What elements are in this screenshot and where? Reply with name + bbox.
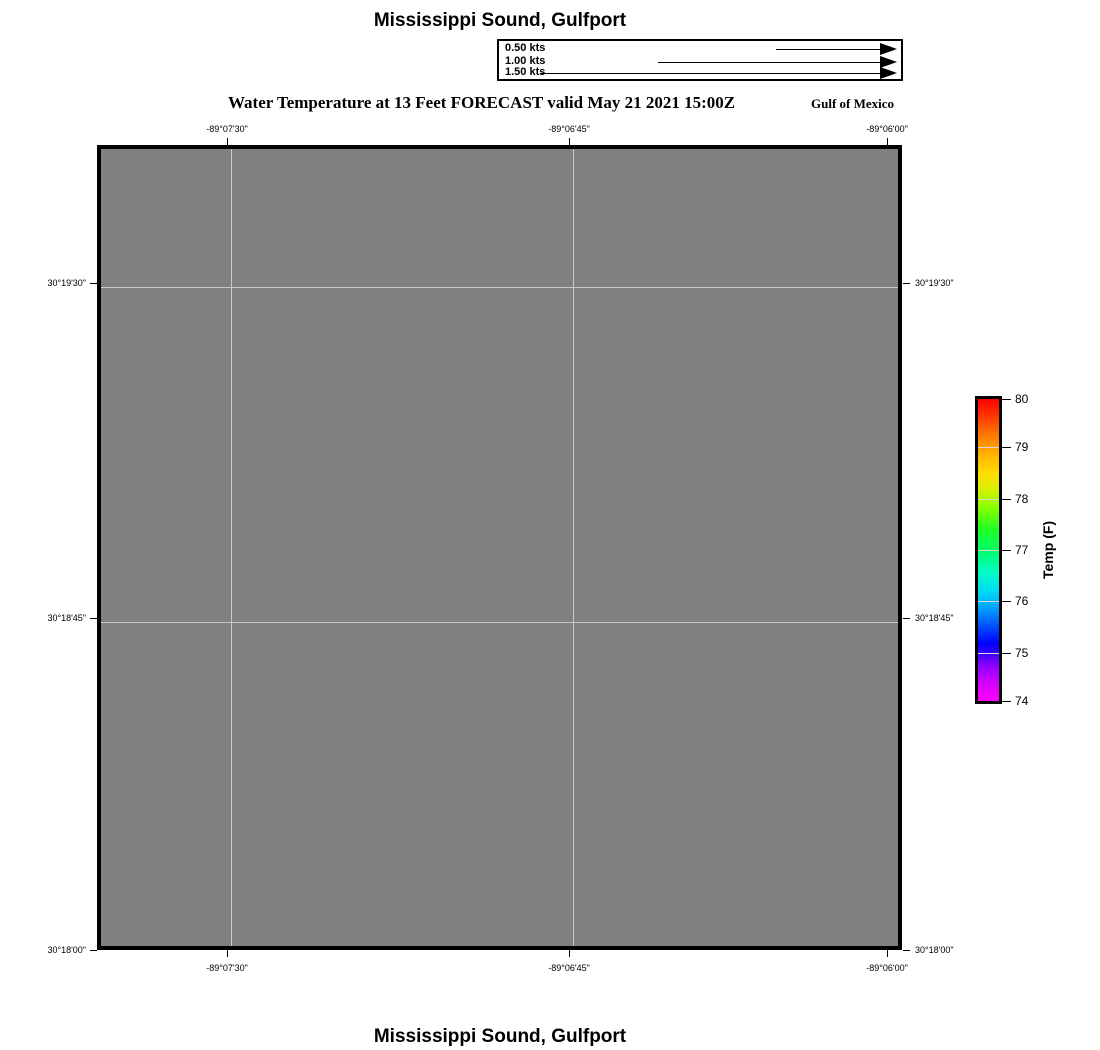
colorbar-tick-75 [1002,653,1011,654]
gridline-lat-30-18-45 [101,622,898,623]
gridline-lon-89-06-45 [573,149,574,946]
colorbar-ticklabel-75: 75 [1015,646,1029,660]
map-panel[interactable] [97,145,902,950]
axis-label-bottom-1: -89°06'45" [548,963,590,973]
page-title-bottom: Mississippi Sound, Gulfport [373,1026,627,1047]
legend-row-0-arrowhead [880,43,897,55]
temperature-colorbar[interactable]: 80 79 78 77 76 75 74 [975,392,1028,708]
colorbar-axis-title: Temp (F) [1040,520,1056,580]
map-raster-area [101,149,898,946]
legend-row-0: 0.50 kts [499,42,901,56]
tick-bottom-1 [569,950,570,957]
tick-top-2 [887,138,888,145]
tick-left-1 [90,618,97,619]
axis-label-left-0: 30°19'30" [47,278,86,288]
axis-label-left-1: 30°18'45" [47,613,86,623]
axis-label-bottom-0: -89°07'30" [206,963,248,973]
colorbar-tick-76 [1002,601,1011,602]
colorbar-inner-tick-77 [978,550,999,551]
colorbar-tick-77 [1002,550,1011,551]
tick-right-1 [903,618,910,619]
colorbar-ticklabel-78: 78 [1015,492,1029,506]
tick-top-0 [227,138,228,145]
axis-label-right-1: 30°18'45" [915,613,954,623]
axis-label-top-1: -89°06'45" [548,124,590,134]
colorbar-tick-80 [1002,399,1011,400]
region-label: Gulf of Mexico [811,96,895,111]
colorbar-ticklabel-79: 79 [1015,440,1029,454]
legend-row-2-shaft [540,73,880,74]
tick-left-0 [90,283,97,284]
legend-row-0-shaft [776,49,880,50]
axis-label-right-2: 30°18'00" [915,945,954,955]
colorbar-ticklabel-76: 76 [1015,594,1029,608]
forecast-subtitle: Water Temperature at 13 Feet FORECAST va… [228,93,736,112]
colorbar-inner-tick-76 [978,601,999,602]
colorbar-ticklabel-74: 74 [1015,694,1029,708]
gridline-lon-89-07-30 [231,149,232,946]
axis-label-bottom-2: -89°06'00" [866,963,908,973]
gridline-lat-30-19-30 [101,287,898,288]
colorbar-tick-79 [1002,447,1011,448]
legend-row-2: 1.50 kts [499,66,901,80]
tick-left-2 [90,950,97,951]
legend-row-1-label: 1.00 kts [505,55,546,67]
axis-label-top-2: -89°06'00" [866,124,908,134]
tick-right-0 [903,283,910,284]
tick-top-1 [569,138,570,145]
axis-label-left-2: 30°18'00" [47,945,86,955]
colorbar-ticklabel-80: 80 [1015,392,1029,406]
colorbar-ticklabel-77: 77 [1015,543,1029,557]
colorbar-inner-tick-75 [978,653,999,654]
tick-bottom-0 [227,950,228,957]
colorbar-tick-74 [1002,701,1011,702]
legend-row-2-arrowhead [880,67,897,79]
page-title-top: Mississippi Sound, Gulfport [373,10,627,31]
velocity-scale-legend: 0.50 kts 1.00 kts 1.50 kts [497,39,903,81]
colorbar-inner-tick-78 [978,499,999,500]
legend-row-1-shaft [658,62,880,63]
tick-right-2 [903,950,910,951]
legend-row-2-label: 1.50 kts [505,66,546,78]
colorbar-tick-78 [1002,499,1011,500]
colorbar-inner-tick-79 [978,447,999,448]
legend-row-0-label: 0.50 kts [505,42,546,54]
tick-bottom-2 [887,950,888,957]
axis-label-top-0: -89°07'30" [206,124,248,134]
legend-row-1-arrowhead [880,56,897,68]
axis-label-right-0: 30°19'30" [915,278,954,288]
legend-row-1: 1.00 kts [499,55,901,69]
